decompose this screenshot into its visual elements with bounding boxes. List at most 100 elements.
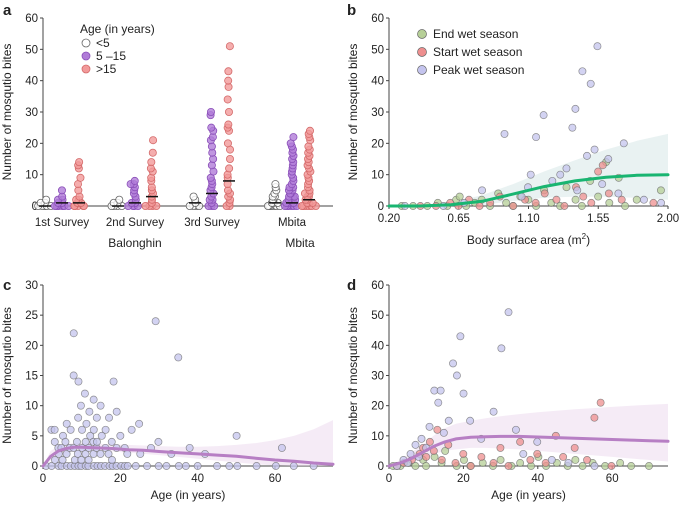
- panel-c-y-tick-label: 20: [25, 340, 38, 352]
- panel-d-y-tick-label: 10: [371, 431, 384, 443]
- panel-c-point: [66, 425, 75, 434]
- panel-b-x-tick-label: 1.55: [587, 213, 609, 225]
- panel-b-y-tick-label: 30: [371, 107, 384, 119]
- panel-a-y-tick-label: 30: [25, 107, 38, 119]
- panel-d-point: [436, 386, 445, 395]
- panel-d-point: [497, 344, 506, 353]
- panel-b-y-axis-label: Number of mosqutio bites: [346, 44, 360, 181]
- panel-c-point: [193, 462, 202, 470]
- panel-letter-d: d: [347, 277, 356, 294]
- panel-d-y-tick-label: 0: [378, 461, 384, 473]
- panel-a-legend-label: >15: [96, 62, 117, 76]
- panel-c: 0 5 10 15 20 25 30 Number of mosqutio bites 0 20 4…: [0, 280, 335, 502]
- panel-c-x-axis-label: Age (in years): [151, 488, 226, 502]
- panel-b-y-tick-label: 10: [371, 170, 384, 182]
- panel-b-y-tick-label: 40: [371, 76, 384, 88]
- panel-b-point: [598, 180, 607, 189]
- panel-a-category-label: 1st Survey: [35, 217, 90, 229]
- panel-c-point: [109, 377, 118, 386]
- panel-c-point: [78, 425, 86, 434]
- panel-c-point: [73, 449, 82, 458]
- panel-d-point: [590, 462, 599, 470]
- panel-c-point: [123, 449, 132, 458]
- panel-d-point: [559, 453, 568, 461]
- panel-b-point: [605, 198, 614, 207]
- panel-c-y-tick-label: 10: [25, 401, 38, 413]
- panel-d-point: [645, 462, 653, 470]
- panel-d-point: [425, 422, 434, 431]
- panel-c-point: [93, 437, 101, 446]
- panel-a-point: [224, 76, 233, 85]
- panel-c-point: [232, 431, 241, 440]
- panel-b-legend-marker: [417, 65, 427, 75]
- panel-a-legend-marker: [81, 51, 91, 61]
- panel-a-point: [225, 154, 234, 163]
- panel-c-y-axis-label: Number of mosqutio bites: [0, 307, 14, 444]
- panel-d-point: [578, 462, 587, 470]
- panel-d-point: [452, 371, 461, 380]
- panel-d-y-tick-label: 50: [371, 310, 384, 322]
- panel-b-point: [562, 164, 571, 173]
- panel-a-point: [76, 173, 85, 182]
- panel-a-point: [141, 201, 150, 210]
- panel-b-point: [657, 198, 666, 207]
- panel-c-point: [74, 377, 83, 386]
- panel-b-x-tick-label: 1.10: [517, 213, 539, 225]
- panel-d-x-tick-label: 40: [531, 473, 544, 485]
- panel-b-point: [594, 192, 603, 201]
- panel-a-y-tick-label: 40: [25, 76, 38, 88]
- panel-c-point: [116, 431, 125, 440]
- panel-b-point: [509, 202, 518, 210]
- panel-b-point: [579, 192, 588, 201]
- panel-a-point: [224, 67, 233, 76]
- panel-b-legend-label: Start wet season: [433, 45, 522, 59]
- panel-b: 0 10 20 30 40 50 60 Number of mosqutio bites 0.2…: [346, 13, 679, 247]
- panel-c-y-tick-label: 30: [25, 280, 38, 292]
- panel-c-point: [76, 401, 85, 410]
- panel-b-point: [577, 202, 586, 210]
- panel-a-point: [207, 123, 216, 132]
- panel-b-point: [639, 195, 648, 204]
- panel-c-point: [174, 353, 183, 362]
- panel-a-point: [225, 164, 234, 173]
- panel-c-x-tick-label: 20: [114, 473, 127, 485]
- panel-b-point: [568, 123, 577, 132]
- panel-d-point: [411, 440, 420, 449]
- panel-b-confidence-band: [389, 133, 668, 206]
- panel-b-point: [604, 155, 613, 163]
- panel-b-point: [478, 186, 487, 195]
- panel-d-point: [504, 462, 513, 470]
- panel-c-point: [80, 389, 89, 398]
- panel-a-point: [223, 95, 232, 104]
- panel-c-point: [213, 462, 222, 470]
- panel-c-x-tick-label: 0: [40, 473, 46, 485]
- panel-c-point: [181, 462, 190, 470]
- panel-a-category-label: 3rd Survey: [184, 217, 240, 229]
- panel-d-y-tick-label: 40: [371, 340, 384, 352]
- panel-c-point: [86, 431, 95, 440]
- panel-a-point: [289, 133, 298, 142]
- panel-c-point: [105, 413, 113, 422]
- panel-b-point: [455, 192, 464, 201]
- panel-c-point: [61, 437, 70, 446]
- panel-c-y-tick-label: 15: [25, 371, 38, 383]
- panel-d-confidence-band: [389, 403, 668, 466]
- panel-c-point: [271, 462, 280, 470]
- panel-d-x-axis-label: Age (in years): [491, 488, 566, 502]
- panel-d-point: [496, 456, 505, 464]
- panel-c-point: [127, 425, 136, 434]
- panel-c-point: [225, 462, 234, 470]
- panel-c-point: [69, 329, 78, 338]
- panel-b-point: [571, 195, 580, 204]
- panel-b-point: [619, 139, 628, 148]
- panel-b-x-tick-label: 0.65: [448, 213, 470, 225]
- panel-a-point: [115, 195, 124, 204]
- panel-a-point: [75, 158, 84, 167]
- panel-d-point: [422, 462, 430, 470]
- panel-a-point: [206, 108, 215, 117]
- panel-a-point: [147, 158, 156, 167]
- panel-d-y-axis-label: Number of mosqutio bites: [346, 307, 360, 444]
- panel-b-x-tick-label: 0.20: [378, 213, 400, 225]
- panel-d-point: [459, 389, 468, 398]
- panel-a-y-tick-label: 10: [25, 170, 38, 182]
